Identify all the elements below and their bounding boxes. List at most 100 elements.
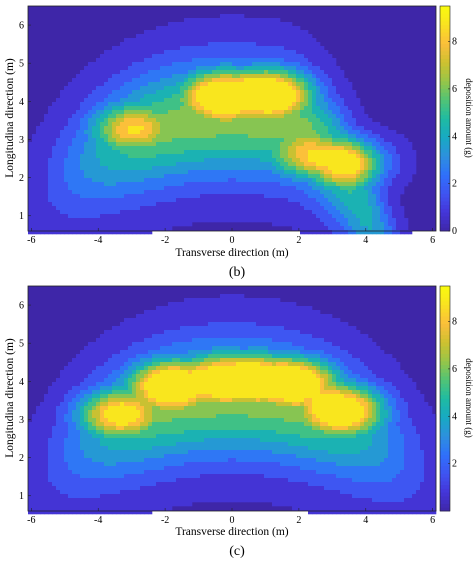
contour-cell — [88, 106, 93, 111]
contour-cell — [56, 422, 61, 427]
contour-cell — [160, 102, 165, 107]
contour-cell — [76, 358, 81, 363]
contour-cell — [260, 146, 265, 151]
contour-cell — [64, 146, 69, 151]
contour-cell — [84, 466, 89, 471]
contour-cell — [392, 178, 397, 183]
contour-cell — [116, 62, 121, 67]
contour-cell — [264, 94, 269, 99]
contour-cell — [100, 230, 105, 235]
contour-cell — [200, 94, 205, 99]
contour-cell — [100, 394, 105, 399]
contour-cell — [172, 50, 177, 55]
contour-cell — [160, 190, 165, 195]
contour-cell — [232, 62, 237, 67]
contour-cell — [48, 506, 53, 511]
contour-cell — [300, 146, 305, 151]
contour-cell — [388, 146, 393, 151]
contour-cell — [364, 114, 369, 119]
contour-cell — [148, 174, 153, 179]
contour-cell — [192, 114, 197, 119]
contour-cell — [184, 202, 189, 207]
contour-cell — [80, 402, 85, 407]
contour-cell — [184, 130, 189, 135]
contour-cell — [88, 422, 93, 427]
contour-cell — [108, 142, 113, 147]
contour-cell — [52, 478, 57, 483]
contour-cell — [80, 398, 85, 403]
contour-cell — [340, 118, 345, 123]
contour-cell — [192, 102, 197, 107]
contour-cell — [152, 82, 157, 87]
contour-cell — [220, 214, 225, 219]
contour-cell — [92, 406, 97, 411]
contour-cell — [208, 82, 213, 87]
contour-cell — [56, 506, 61, 511]
contour-cell — [72, 102, 77, 107]
contour-cell — [236, 42, 241, 47]
contour-cell — [116, 186, 121, 191]
contour-cell — [172, 70, 177, 75]
contour-cell — [100, 162, 105, 167]
contour-cell — [232, 214, 237, 219]
contour-cell — [192, 194, 197, 199]
contour-cell — [104, 370, 109, 375]
contour-cell — [180, 102, 185, 107]
contour-cell — [148, 218, 153, 223]
contour-cell — [244, 150, 249, 155]
contour-cell — [236, 38, 241, 43]
contour-cell — [228, 150, 233, 155]
contour-cell — [196, 74, 201, 79]
contour-cell — [268, 30, 273, 35]
contour-cell — [36, 410, 41, 415]
contour-cell — [92, 418, 97, 423]
contour-cell — [232, 190, 237, 195]
contour-cell — [328, 90, 333, 95]
contour-cell — [76, 142, 81, 147]
contour-cell — [44, 394, 49, 399]
contour-cell — [64, 166, 69, 171]
contour-cell — [48, 394, 53, 399]
contour-cell — [324, 110, 329, 115]
contour-cell — [56, 202, 61, 207]
contour-cell — [124, 170, 129, 175]
contour-cell — [156, 226, 161, 231]
contour-cell — [304, 174, 309, 179]
contour-cell — [80, 378, 85, 383]
contour-cell — [236, 50, 241, 55]
contour-cell — [104, 90, 109, 95]
contour-cell — [284, 98, 289, 103]
contour-cell — [252, 218, 257, 223]
contour-cell — [140, 186, 145, 191]
contour-cell — [96, 170, 101, 175]
contour-cell — [264, 86, 269, 91]
contour-cell — [56, 406, 61, 411]
x-tick-label: -6 — [27, 235, 35, 246]
contour-cell — [116, 194, 121, 199]
contour-cell — [308, 190, 313, 195]
contour-cell — [172, 170, 177, 175]
contour-cell — [276, 34, 281, 39]
contour-cell — [164, 30, 169, 35]
contour-cell — [244, 170, 249, 175]
contour-cell — [92, 150, 97, 155]
contour-cell — [140, 86, 145, 91]
contour-cell — [372, 198, 377, 203]
contour-cell — [412, 158, 417, 163]
contour-cell — [264, 110, 269, 115]
contour-cell — [380, 222, 385, 227]
contour-cell — [96, 78, 101, 83]
contour-cell — [300, 114, 305, 119]
contour-cell — [68, 470, 73, 475]
contour-cell — [328, 98, 333, 103]
contour-cell — [92, 434, 97, 439]
contour-cell — [84, 190, 89, 195]
colorbar-segment — [440, 152, 450, 157]
contour-cell — [172, 182, 177, 187]
contour-cell — [40, 202, 45, 207]
contour-cell — [384, 130, 389, 135]
contour-cell — [316, 194, 321, 199]
contour-cell — [232, 158, 237, 163]
contour-cell — [72, 510, 77, 515]
contour-cell — [96, 450, 101, 455]
